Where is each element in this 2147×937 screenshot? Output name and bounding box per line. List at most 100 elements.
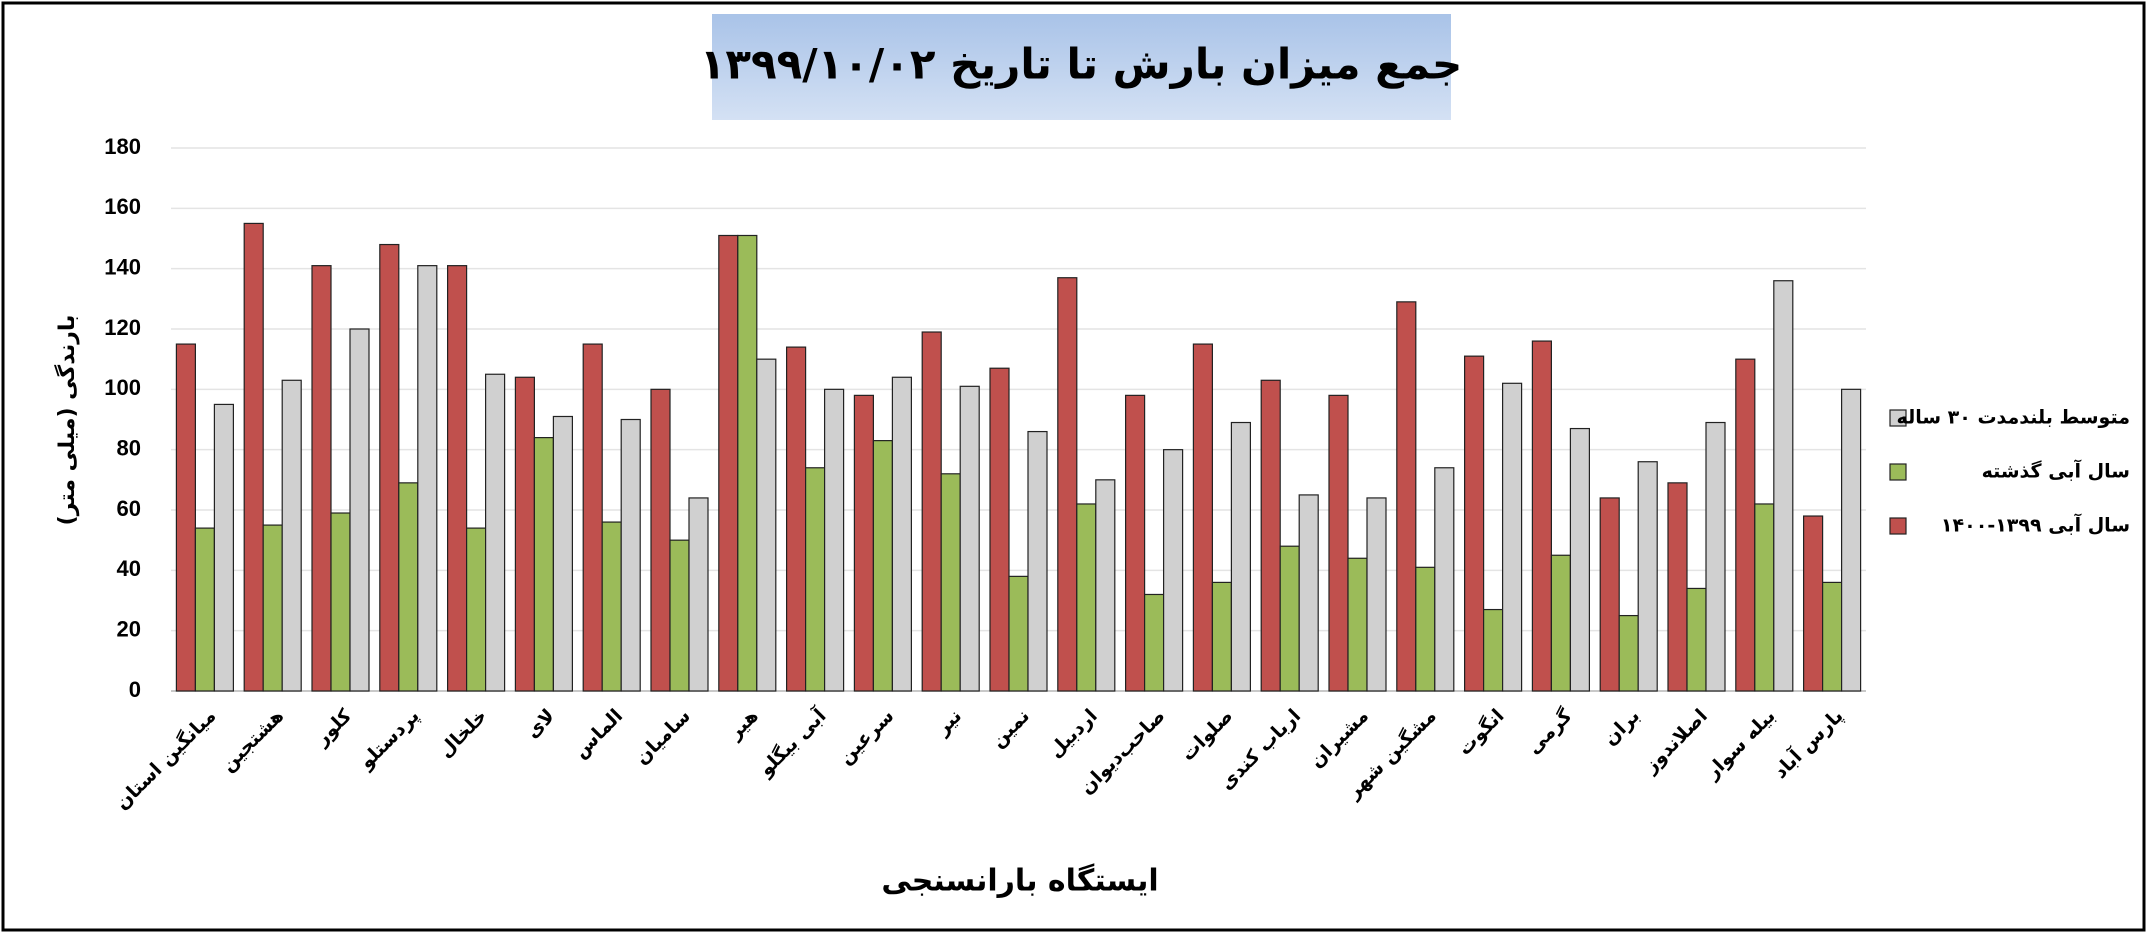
bar bbox=[1279, 545, 1300, 692]
bar bbox=[447, 265, 468, 692]
bar bbox=[1008, 575, 1029, 692]
bar bbox=[466, 527, 487, 692]
bar bbox=[533, 437, 555, 692]
x-tick-label: نیر bbox=[931, 705, 966, 740]
x-tick-label: سامیان bbox=[631, 705, 695, 769]
bar bbox=[1095, 479, 1116, 692]
bar bbox=[688, 497, 709, 692]
bar bbox=[514, 376, 536, 692]
bar bbox=[262, 524, 283, 692]
bar bbox=[1754, 503, 1775, 692]
x-axis-label: ایستگاه بارانسنجی bbox=[881, 863, 1158, 899]
bar bbox=[311, 265, 332, 692]
bar bbox=[1501, 382, 1523, 692]
bar bbox=[1328, 394, 1349, 692]
bar bbox=[330, 512, 351, 692]
y-tick-label: 100 bbox=[104, 375, 141, 400]
y-tick-label: 140 bbox=[104, 254, 141, 279]
legend-label: سال آبی ۱۳۹۹-۱۴۰۰ bbox=[1941, 513, 2130, 537]
bar bbox=[1599, 497, 1620, 692]
bar bbox=[891, 376, 913, 692]
x-tick-label: خلخال bbox=[434, 705, 491, 762]
bar bbox=[1550, 554, 1572, 692]
bar bbox=[243, 222, 264, 692]
bar bbox=[1463, 355, 1485, 692]
y-axis-label: بارندگی (میلی متر) bbox=[53, 315, 80, 526]
bar bbox=[1192, 343, 1214, 692]
bar bbox=[1705, 421, 1726, 692]
bar bbox=[1686, 587, 1707, 692]
bar bbox=[1211, 581, 1233, 692]
bar bbox=[1802, 515, 1824, 692]
bar bbox=[1667, 482, 1688, 692]
bar bbox=[959, 385, 980, 692]
bar bbox=[1057, 277, 1078, 692]
x-tick-label: هشتجین bbox=[217, 705, 288, 776]
bar bbox=[1415, 566, 1436, 692]
bar bbox=[620, 418, 641, 692]
bar bbox=[601, 521, 622, 692]
x-tick-label: صلوات bbox=[1177, 705, 1238, 766]
bar bbox=[921, 331, 942, 692]
x-tick-label: انگوت bbox=[1453, 704, 1509, 760]
bar bbox=[1569, 427, 1591, 692]
legend-label: متوسط بلندمدت ۳۰ ساله bbox=[1897, 407, 2130, 429]
bar bbox=[213, 403, 234, 692]
bar bbox=[379, 243, 400, 692]
bar bbox=[398, 482, 419, 692]
bar bbox=[582, 343, 603, 692]
x-tick-label: اردبیل bbox=[1044, 705, 1101, 762]
bar bbox=[1347, 557, 1368, 692]
y-tick-label: 80 bbox=[117, 435, 141, 460]
x-tick-label: الماس bbox=[569, 705, 627, 763]
legend-label: سال آبی گذشته bbox=[1982, 459, 2130, 483]
legend-swatch bbox=[1889, 463, 1907, 481]
bar bbox=[1366, 497, 1387, 692]
bar bbox=[175, 343, 196, 692]
x-tick-label: مشیران bbox=[1305, 705, 1372, 772]
bar bbox=[853, 394, 875, 692]
x-tick-label: آبی بیگلو bbox=[753, 703, 831, 781]
bar bbox=[417, 265, 438, 692]
bar bbox=[737, 234, 758, 692]
x-tick-label: پردستلو bbox=[355, 705, 424, 774]
bar bbox=[552, 415, 574, 692]
bar bbox=[1434, 467, 1455, 692]
bar bbox=[1143, 593, 1165, 692]
bar bbox=[349, 328, 370, 692]
bar bbox=[1298, 494, 1319, 692]
title-box bbox=[712, 14, 1451, 120]
bar bbox=[1637, 461, 1658, 692]
bar bbox=[194, 527, 215, 692]
bar bbox=[1773, 280, 1794, 692]
bar bbox=[1618, 614, 1639, 692]
bar bbox=[1821, 581, 1843, 692]
y-tick-label: 120 bbox=[104, 315, 141, 340]
x-tick-label: میانگین استان bbox=[110, 704, 220, 814]
chart-title: جمع میزان بارش تا تاریخ ۱۳۹۹/۱۰/۰۲ bbox=[700, 40, 1463, 90]
bar bbox=[1531, 340, 1553, 692]
x-tick-label: کلور bbox=[310, 704, 356, 750]
bar bbox=[1482, 608, 1504, 692]
bar bbox=[485, 373, 506, 692]
bar bbox=[281, 379, 302, 692]
y-tick-label: 180 bbox=[104, 134, 141, 159]
bar bbox=[1735, 358, 1756, 692]
x-tick-label: بیله سوار bbox=[1701, 705, 1780, 784]
bar bbox=[1230, 421, 1252, 692]
x-tick-label: گرمی bbox=[1522, 703, 1577, 758]
bar bbox=[1027, 430, 1048, 692]
bar bbox=[669, 539, 690, 692]
bar bbox=[756, 358, 777, 692]
legend-swatch bbox=[1889, 517, 1907, 535]
y-tick-label: 60 bbox=[117, 496, 141, 521]
y-tick-label: 40 bbox=[117, 556, 141, 581]
bar bbox=[1260, 379, 1281, 692]
bar bbox=[1396, 301, 1417, 692]
y-tick-label: 20 bbox=[117, 616, 141, 641]
bar bbox=[1124, 394, 1146, 692]
x-tick-label: نمین bbox=[987, 705, 1034, 752]
y-tick-label: 160 bbox=[104, 194, 141, 219]
bar bbox=[1162, 449, 1184, 692]
